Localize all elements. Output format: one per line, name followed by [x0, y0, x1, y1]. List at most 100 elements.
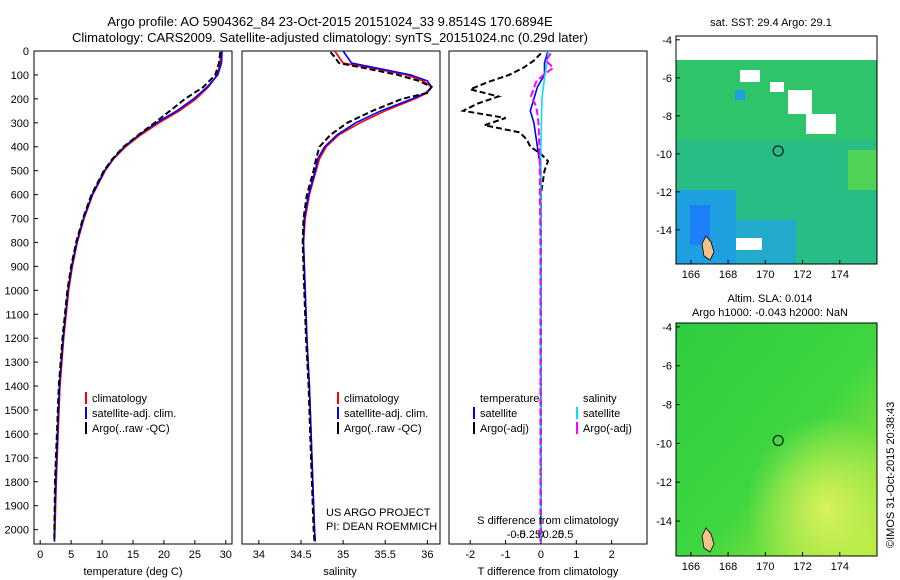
- sst-map-float-marker: [772, 145, 784, 157]
- legend-label-climatology: climatology: [344, 393, 400, 405]
- temperature-x-label: temperature (deg C): [83, 566, 182, 578]
- depth-tick-label: 1600: [5, 429, 29, 441]
- salinity-legend: climatology satellite-adj. clim. Argo(..…: [326, 392, 437, 533]
- legend-title-temperature: temperature: [480, 393, 539, 405]
- depth-tick-label: 1900: [5, 501, 29, 513]
- x-tick-label: 35.5: [375, 549, 396, 561]
- x-tick-label: 20: [158, 549, 170, 561]
- depth-tick-label: 600: [11, 190, 29, 202]
- map-x-tick-label: 174: [831, 561, 849, 573]
- s-argo-diff-line: [529, 52, 555, 542]
- x-tick-label: -1: [501, 549, 511, 561]
- temperature-panel-frame: [33, 50, 233, 545]
- legend-label-climatology: climatology: [92, 393, 148, 405]
- x-tick-label: 36: [421, 549, 433, 561]
- project-annotation: US ARGO PROJECT: [326, 507, 431, 519]
- s-difference-x-label: S difference from climatology: [477, 515, 619, 527]
- temperature-profiles: [53, 50, 223, 542]
- sla-map-field: [676, 323, 877, 556]
- map-y-tick-label: -14: [656, 516, 672, 528]
- sla-map-title-line1: Altim. SLA: 0.014: [728, 293, 813, 305]
- x-tick-label: 34: [253, 549, 265, 561]
- temperature-x-ticks: 0 5 10 15 20 25 30: [37, 540, 232, 561]
- map-y-tick-label: -6: [662, 361, 672, 373]
- map-y-tick-label: -4: [662, 322, 672, 334]
- legend-label-argo: Argo(..raw -QC): [344, 423, 422, 435]
- map-x-tick-label: 168: [719, 269, 737, 281]
- map-y-tick-label: -14: [656, 225, 672, 237]
- depth-tick-label: 100: [11, 70, 29, 82]
- x-tick-label: 5: [68, 549, 74, 561]
- x-tick-label: 15: [127, 549, 139, 561]
- s-diff-tick-label: 0.25: [543, 529, 564, 541]
- figure-title-line2: Climatology: CARS2009. Satellite-adjuste…: [72, 30, 588, 45]
- x-tick-label: 10: [96, 549, 108, 561]
- legend-label-t-argo: Argo(-adj): [480, 423, 529, 435]
- depth-tick-label: 1000: [5, 285, 29, 297]
- sla-map-title-line2: Argo h1000: -0.043 h2000: NaN: [692, 307, 848, 319]
- depth-tick-label: 1400: [5, 381, 29, 393]
- x-tick-label: 2: [609, 549, 615, 561]
- map-x-tick-label: 168: [719, 561, 737, 573]
- legend-title-salinity: salinity: [583, 393, 617, 405]
- map-y-tick-label: -8: [662, 111, 672, 123]
- legend-label-s-satellite: satellite: [583, 408, 620, 420]
- depth-tick-label: 900: [11, 261, 29, 273]
- climatology-line: [302, 50, 433, 542]
- satellite-adj-line: [302, 50, 433, 542]
- argo-line: [53, 52, 222, 542]
- difference-profiles: [459, 50, 555, 542]
- salinity-x-label: salinity: [323, 566, 357, 578]
- sst-map-frame: [675, 35, 878, 265]
- depth-tick-label: 400: [11, 142, 29, 154]
- depth-tick-label: 1100: [5, 309, 29, 321]
- map-y-tick-label: -10: [656, 149, 672, 161]
- difference-legend: temperature salinity satellite Argo(-adj…: [473, 393, 632, 435]
- depth-tick-label: 0: [23, 46, 29, 58]
- depth-tick-label: 1200: [5, 333, 29, 345]
- sla-map-frame: [675, 322, 878, 557]
- depth-tick-label: 1800: [5, 477, 29, 489]
- sst-map-field: [676, 36, 877, 264]
- depth-tick-label: 1700: [5, 453, 29, 465]
- depth-tick-label: 700: [11, 214, 29, 226]
- s-satellite-diff-line: [540, 50, 550, 542]
- x-tick-label: 30: [220, 549, 232, 561]
- climatology-line: [53, 50, 222, 542]
- depth-axis: 0 100 200 300 400 500 600 700 800 900 1000 1100 1200…: [5, 46, 38, 537]
- legend-label-satellite: satellite-adj. clim.: [92, 408, 176, 420]
- satellite-adj-line: [53, 50, 223, 542]
- x-tick-label: 34.5: [290, 549, 311, 561]
- temperature-legend: climatology satellite-adj. clim. Argo(..…: [85, 392, 176, 435]
- depth-tick-label: 1300: [5, 357, 29, 369]
- t-difference-x-label: T difference from climatology: [478, 566, 619, 578]
- pi-annotation: PI: DEAN ROEMMICH: [326, 521, 437, 533]
- s-diff-tick-label: -0.5: [507, 529, 526, 541]
- sst-map-ticks: 166 168 170 172 174 -4 -6 -8 -10 -12 -14: [656, 35, 849, 281]
- legend-label-s-argo: Argo(-adj): [583, 423, 632, 435]
- map-y-tick-label: -6: [662, 73, 672, 85]
- salinity-x-ticks: 34 34.5 35 35.5 36: [253, 540, 433, 561]
- depth-tick-label: 500: [11, 166, 29, 178]
- depth-tick-label: 2000: [5, 525, 29, 537]
- x-tick-label: 25: [189, 549, 201, 561]
- sla-map-ticks: 166 168 170 172 174 -4 -6 -8 -10 -12 -14: [656, 322, 849, 573]
- argo-line: [301, 51, 434, 542]
- s-diff-tick-label: -0.25: [516, 529, 541, 541]
- depth-tick-label: 200: [11, 94, 29, 106]
- legend-label-t-satellite: satellite: [480, 408, 517, 420]
- depth-tick-label: 1500: [5, 405, 29, 417]
- map-x-tick-label: 174: [831, 269, 849, 281]
- imos-timestamp: ©IMOS 31-Oct-2015 20:38:43: [885, 402, 897, 548]
- depth-tick-label: 800: [11, 237, 29, 249]
- map-y-tick-label: -12: [656, 477, 672, 489]
- salinity-panel-frame: [241, 50, 441, 545]
- map-x-tick-label: 170: [756, 561, 774, 573]
- x-tick-label: 1: [573, 549, 579, 561]
- salinity-profiles: [301, 50, 434, 542]
- x-tick-label: 35: [337, 549, 349, 561]
- map-x-tick-label: 170: [756, 269, 774, 281]
- legend-label-satellite: satellite-adj. clim.: [344, 408, 428, 420]
